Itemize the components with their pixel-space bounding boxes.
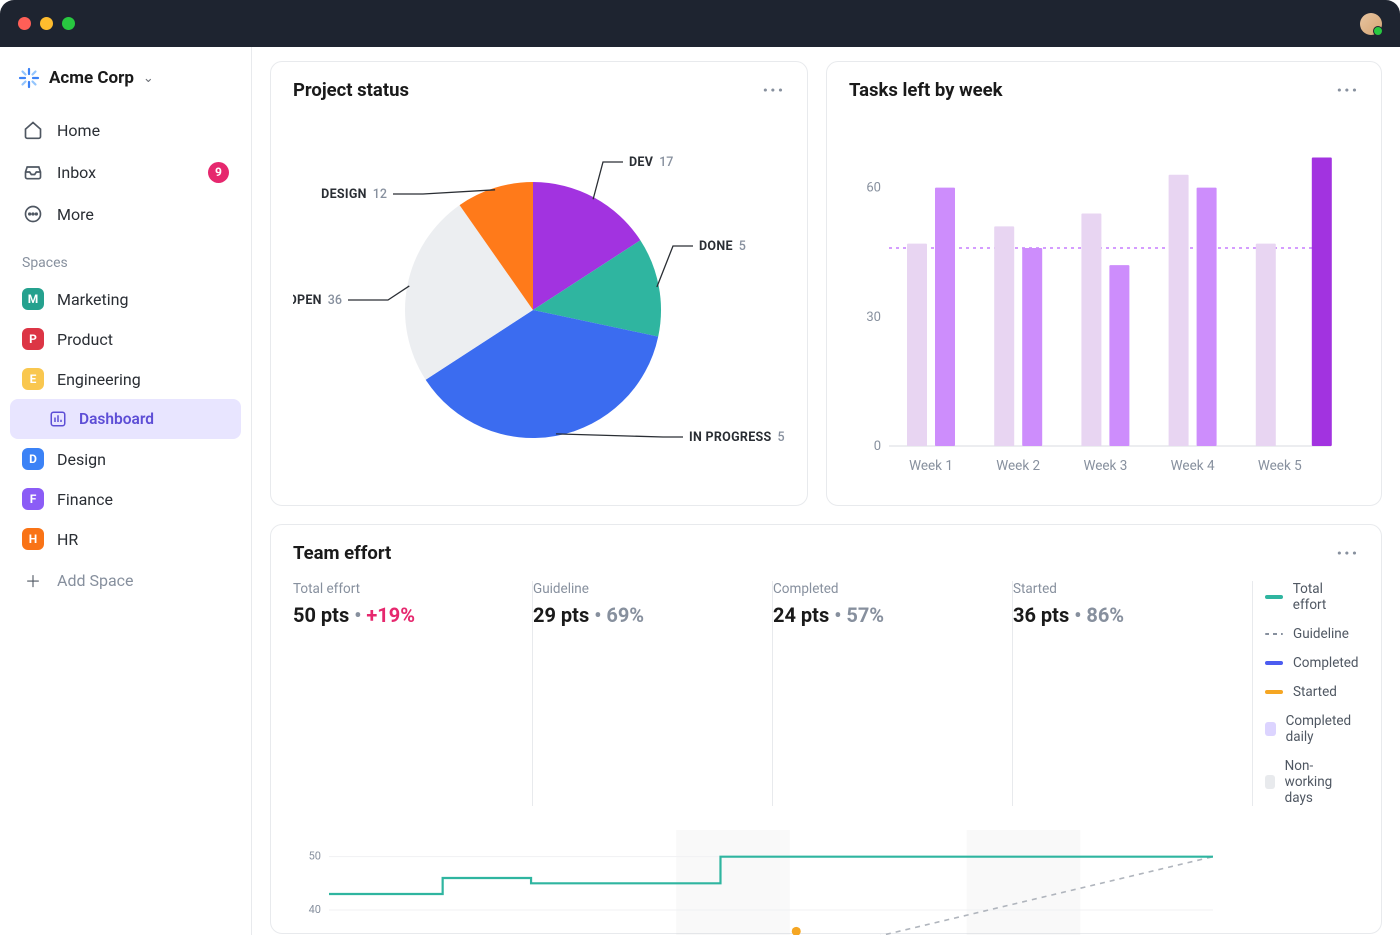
- nav-home[interactable]: Home: [10, 109, 241, 151]
- card-more-icon[interactable]: ···: [1336, 541, 1359, 565]
- sidebar: Acme Corp ⌄ Home Inbox 9 More Spaces M Ma…: [0, 47, 252, 935]
- tasks-by-week-title: Tasks left by week: [849, 79, 1003, 101]
- add-space-button[interactable]: ＋ Add Space: [10, 559, 241, 601]
- user-avatar[interactable]: [1360, 13, 1382, 35]
- svg-text:DONE 5: DONE 5: [699, 235, 746, 254]
- maximize-window-icon[interactable]: [62, 17, 75, 30]
- legend-item: Started: [1265, 684, 1359, 700]
- window-titlebar: [0, 0, 1400, 47]
- kpi-value: 50 pts • +19%: [293, 603, 512, 627]
- inbox-badge: 9: [208, 162, 229, 183]
- svg-text:Week 5: Week 5: [1258, 458, 1302, 474]
- plus-icon: ＋: [22, 569, 44, 591]
- space-label: Product: [57, 330, 113, 349]
- team-effort-chart: 20304050: [293, 820, 1223, 935]
- traffic-lights: [18, 17, 75, 30]
- svg-text:40: 40: [309, 903, 321, 916]
- org-switcher[interactable]: Acme Corp ⌄: [10, 61, 241, 95]
- svg-text:Week 2: Week 2: [996, 458, 1040, 474]
- kpi: Completed 24 pts • 57%: [773, 581, 1013, 806]
- svg-text:0: 0: [874, 439, 881, 454]
- team-effort-card: Team effort ··· Total effort 50 pts • +1…: [270, 524, 1382, 934]
- nav-inbox[interactable]: Inbox 9: [10, 151, 241, 193]
- legend-item: Completed daily: [1265, 713, 1359, 745]
- kpi-label: Started: [1013, 581, 1232, 597]
- kpi-label: Total effort: [293, 581, 512, 597]
- main-content: Project status ··· DEV 17 DONE 5 IN PROGRE…: [252, 47, 1400, 935]
- team-effort-title: Team effort: [293, 542, 391, 564]
- nav-more-label: More: [57, 205, 94, 224]
- card-more-icon[interactable]: ···: [762, 78, 785, 102]
- space-item-hr[interactable]: H HR: [10, 519, 241, 559]
- legend-item: Guideline: [1265, 626, 1359, 642]
- inbox-icon: [22, 161, 44, 183]
- card-more-icon[interactable]: ···: [1336, 78, 1359, 102]
- nav-more[interactable]: More: [10, 193, 241, 235]
- space-item-product[interactable]: P Product: [10, 319, 241, 359]
- svg-text:30: 30: [866, 310, 881, 325]
- svg-text:OPEN 36: OPEN 36: [293, 289, 342, 308]
- kpi-label: Guideline: [533, 581, 752, 597]
- project-status-card: Project status ··· DEV 17 DONE 5 IN PROGRE…: [270, 61, 808, 506]
- space-item-design[interactable]: D Design: [10, 439, 241, 479]
- legend-item: Completed: [1265, 655, 1359, 671]
- svg-text:Week 4: Week 4: [1171, 458, 1215, 474]
- kpi: Guideline 29 pts • 69%: [533, 581, 773, 806]
- close-window-icon[interactable]: [18, 17, 31, 30]
- space-letter-icon: D: [22, 448, 44, 470]
- space-letter-icon: H: [22, 528, 44, 550]
- space-letter-icon: P: [22, 328, 44, 350]
- nav-inbox-label: Inbox: [57, 163, 96, 182]
- space-letter-icon: F: [22, 488, 44, 510]
- svg-text:DEV 17: DEV 17: [629, 151, 673, 170]
- spaces-header: Spaces: [10, 235, 241, 279]
- space-letter-icon: M: [22, 288, 44, 310]
- kpi: Total effort 50 pts • +19%: [293, 581, 533, 806]
- kpi-value: 36 pts • 86%: [1013, 603, 1232, 627]
- project-status-chart: DEV 17 DONE 5 IN PROGRESS 5 OPEN 36 DESIGN 1…: [293, 132, 801, 492]
- project-status-title: Project status: [293, 79, 409, 101]
- kpi-label: Completed: [773, 581, 992, 597]
- more-icon: [22, 203, 44, 225]
- space-sub-label: Dashboard: [79, 410, 154, 428]
- org-logo-icon: [18, 67, 40, 89]
- svg-text:DESIGN 12: DESIGN 12: [321, 183, 387, 202]
- org-name: Acme Corp: [49, 68, 134, 88]
- space-letter-icon: E: [22, 368, 44, 390]
- minimize-window-icon[interactable]: [40, 17, 53, 30]
- nav-home-label: Home: [57, 121, 100, 140]
- space-item-marketing[interactable]: M Marketing: [10, 279, 241, 319]
- svg-text:50: 50: [309, 850, 321, 863]
- space-item-engineering[interactable]: E Engineering: [10, 359, 241, 399]
- kpi-value: 29 pts • 69%: [533, 603, 752, 627]
- kpi-value: 24 pts • 57%: [773, 603, 992, 627]
- kpi: Started 36 pts • 86%: [1013, 581, 1253, 806]
- svg-text:60: 60: [866, 181, 881, 196]
- space-label: HR: [57, 530, 78, 549]
- home-icon: [22, 119, 44, 141]
- svg-text:IN PROGRESS 5: IN PROGRESS 5: [689, 426, 785, 445]
- legend-item: Total effort: [1265, 581, 1359, 613]
- tasks-by-week-chart: 0 30 60 Week 1 Week 2 Week 3 Week 4 Week 5: [849, 120, 1339, 500]
- space-item-finance[interactable]: F Finance: [10, 479, 241, 519]
- legend-item: Non-working days: [1265, 758, 1359, 806]
- space-label: Design: [57, 450, 106, 469]
- space-label: Engineering: [57, 370, 141, 389]
- add-space-label: Add Space: [57, 571, 134, 590]
- space-label: Finance: [57, 490, 113, 509]
- tasks-by-week-card: Tasks left by week ··· 0 30 60 Week 1 Week 2…: [826, 61, 1382, 506]
- svg-text:Week 1: Week 1: [909, 458, 953, 474]
- team-effort-legend: Total effort Guideline Completed Started Com…: [1253, 581, 1359, 806]
- spaces-list: M Marketing P Product E Engineering Dashboard D…: [10, 279, 241, 559]
- chevron-down-icon: ⌄: [143, 71, 154, 86]
- svg-text:Week 3: Week 3: [1083, 458, 1127, 474]
- dashboard-icon: [48, 409, 68, 429]
- kpi-row: Total effort 50 pts • +19%Guideline 29 p…: [293, 581, 1359, 806]
- space-sub-dashboard[interactable]: Dashboard: [10, 399, 241, 439]
- space-label: Marketing: [57, 290, 128, 309]
